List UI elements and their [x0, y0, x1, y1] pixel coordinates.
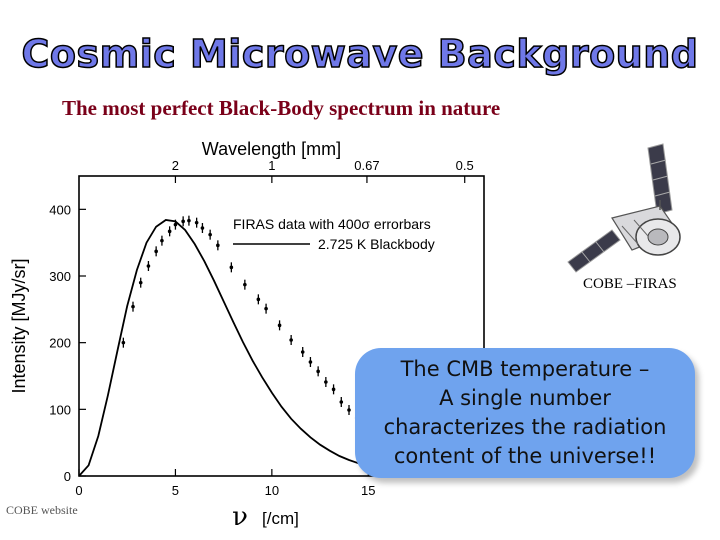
callout-line: A single number — [439, 386, 611, 410]
slide-subtitle: The most perfect Black-Body spectrum in … — [62, 96, 501, 120]
firas-data-point — [194, 220, 199, 225]
y-tick-label: 0 — [64, 469, 71, 484]
legend-data-label: FIRAS data with 400σ errorbars — [233, 216, 431, 232]
firas-data-point — [131, 304, 135, 309]
firas-data-point — [289, 338, 293, 342]
firas-data-point — [277, 323, 282, 328]
firas-data-point — [154, 249, 158, 254]
firas-data-point — [216, 243, 220, 248]
firas-data-point — [167, 229, 172, 234]
x-tick-label: 10 — [265, 483, 279, 498]
slide-title: Cosmic Microwave Background — [21, 31, 699, 77]
firas-data-point — [229, 265, 234, 270]
x-tick-label: 5 — [172, 483, 179, 498]
plot-frame — [78, 175, 485, 477]
x-tick-label: 0 — [75, 483, 82, 498]
x-tick-label: 15 — [361, 483, 375, 498]
cmb-temperature-callout: The CMB temperature – A single number ch… — [355, 348, 695, 478]
x-axis-symbol: ν — [232, 502, 248, 532]
firas-data-point — [324, 380, 328, 384]
satellite-caption: COBE –FIRAS — [583, 276, 677, 292]
callout-text: The CMB temperature – A single number ch… — [384, 355, 667, 471]
firas-data-point — [181, 219, 185, 224]
firas-data-point — [316, 369, 320, 374]
firas-data-point — [300, 350, 305, 354]
callout-line: The CMB temperature – — [400, 357, 650, 381]
firas-data-point — [256, 297, 261, 302]
source-credit: COBE website — [6, 503, 78, 517]
firas-data-point — [173, 222, 178, 227]
solar-panel-lower-icon — [567, 229, 621, 273]
satellite-body-icon — [611, 200, 681, 256]
firas-data-point — [308, 360, 313, 364]
firas-data-point — [347, 408, 351, 412]
cmb-spectrum-chart: 0 5 10 15 0 100 200 300 400 2 1 0.67 0.5 Wavelength [… — [9, 139, 485, 532]
top-tick-label: 1 — [268, 158, 275, 173]
y-tick-label: 400 — [49, 202, 71, 217]
firas-data-point — [331, 387, 336, 392]
firas-data-point — [121, 340, 126, 345]
firas-data-point — [146, 264, 151, 268]
y-tick-label: 100 — [49, 402, 71, 417]
firas-data-point — [187, 218, 191, 223]
top-axis-label: Wavelength [mm] — [202, 139, 341, 159]
legend-model-label: 2.725 K Blackbody — [318, 236, 435, 252]
firas-data-point — [264, 306, 268, 311]
cobe-satellite-illustration — [567, 143, 681, 273]
plot-layer: 0 5 10 15 0 100 200 300 400 2 1 0.67 0.5 Wavelength [… — [9, 139, 485, 532]
firas-data-point — [208, 232, 212, 237]
y-tick-label: 200 — [49, 336, 71, 351]
y-axis-label: Intensity [MJy/sr] — [9, 258, 29, 393]
callout-line: characterizes the radiation — [383, 415, 667, 439]
firas-data-point — [339, 400, 344, 404]
firas-data-point — [200, 226, 205, 230]
x-axis-unit: [/cm] — [262, 509, 299, 528]
firas-data-point — [160, 238, 164, 243]
top-tick-label: 0.5 — [456, 158, 474, 173]
callout-line: content of the universe!! — [393, 444, 657, 468]
firas-data-point — [243, 282, 247, 287]
solar-panel-upper-icon — [647, 143, 673, 215]
firas-data-point — [138, 280, 143, 285]
top-tick-label: 2 — [172, 158, 179, 173]
top-tick-label: 0.67 — [354, 158, 379, 173]
y-tick-label: 300 — [49, 269, 71, 284]
